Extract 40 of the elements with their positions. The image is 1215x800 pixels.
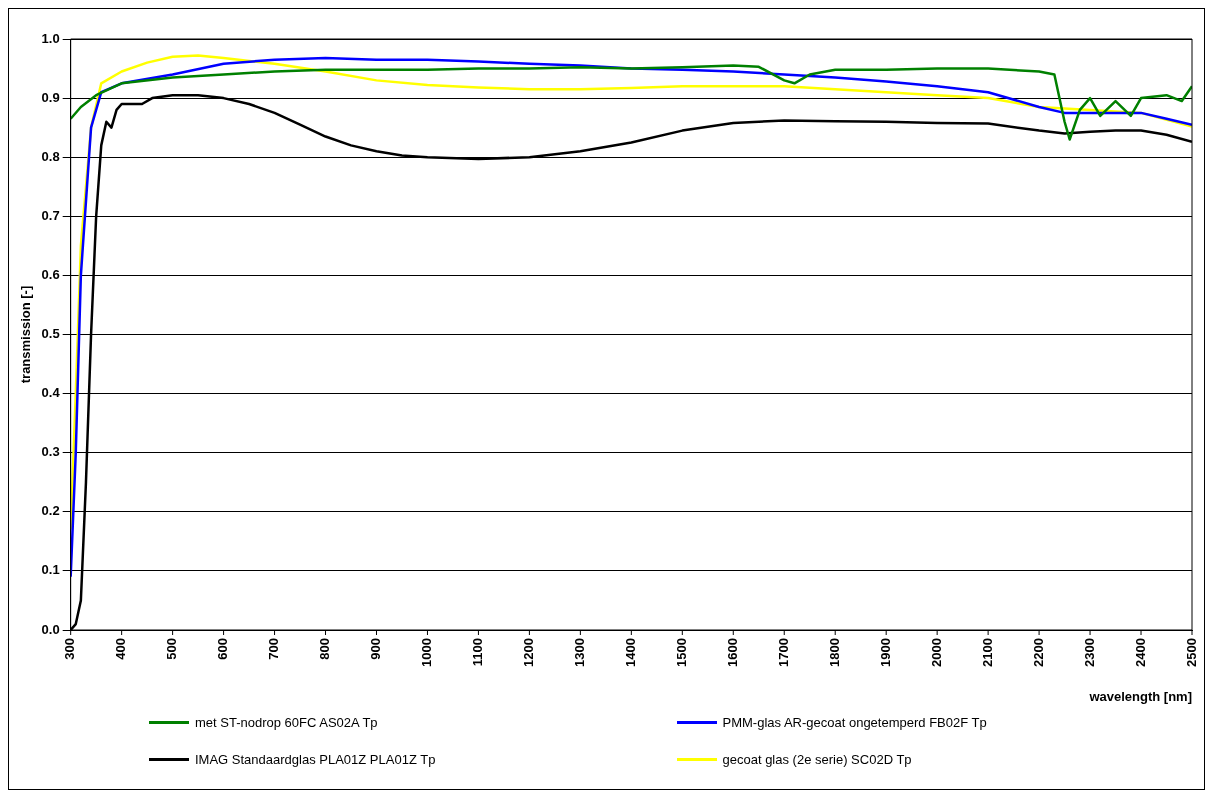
x-tick-label: 2000 [928,638,944,667]
y-tick-label: 0.8 [41,148,60,164]
y-tick-label: 0.9 [41,89,60,105]
legend-label: IMAG Standaardglas PLA01Z PLA01Z Tp [195,752,436,767]
x-tick-label: 700 [266,638,282,660]
x-tick-label: 1300 [571,638,587,667]
legend-label: gecoat glas (2e serie) SC02D Tp [722,752,912,767]
y-tick-label: 1.0 [41,30,60,46]
x-tick-label: 1200 [520,638,536,667]
x-tick-label: 1700 [775,638,791,667]
x-tick-label: 1600 [724,638,740,667]
y-tick-label: 0.5 [41,326,60,342]
x-tick-label: 2400 [1132,638,1148,667]
y-tick-label: 0.1 [41,562,60,578]
x-tick-label: 2100 [979,638,995,667]
legend-label: met ST-nodrop 60FC AS02A Tp [195,715,378,730]
x-tick-label: 1100 [470,638,486,667]
y-tick-label: 0.6 [41,266,60,282]
x-tick-label: 500 [164,638,180,660]
x-tick-label: 2200 [1030,638,1046,667]
x-tick-label: 2500 [1183,638,1199,667]
x-tick-label: 1900 [877,638,893,667]
y-tick-label: 0.3 [41,444,60,460]
x-axis-title: wavelength [nm] [1088,688,1192,704]
x-tick-label: 600 [215,638,231,660]
x-tick-label: 800 [317,638,333,660]
x-tick-label: 1500 [673,638,689,667]
x-tick-label: 900 [368,638,384,660]
legend-label: PMM-glas AR-gecoat ongetemperd FB02F Tp [722,715,987,730]
x-tick-label: 1800 [826,638,842,667]
x-tick-label: 1000 [419,638,435,667]
y-tick-label: 0.2 [41,503,60,519]
y-axis-title: transmission [-] [18,285,34,384]
x-tick-label: 2300 [1081,638,1097,667]
x-tick-label: 400 [113,638,129,660]
x-tick-label: 300 [62,638,78,660]
y-tick-label: 0.7 [41,207,60,223]
x-tick-label: 1400 [622,638,638,667]
y-tick-label: 0.4 [41,385,61,401]
y-tick-label: 0.0 [41,621,60,637]
